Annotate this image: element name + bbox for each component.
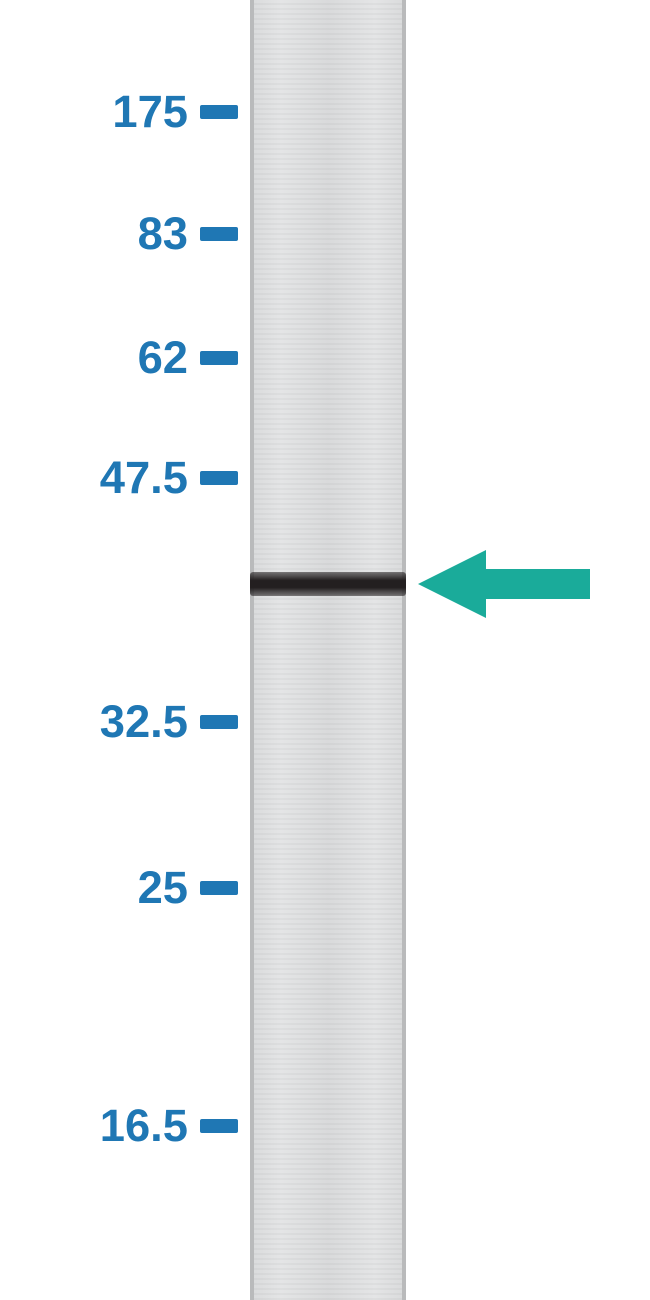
protein-band <box>250 572 406 596</box>
mw-tick <box>200 1119 238 1133</box>
arrow-left-icon <box>418 550 590 618</box>
mw-label: 83 <box>138 211 188 256</box>
mw-tick <box>200 105 238 119</box>
mw-label: 25 <box>138 865 188 910</box>
mw-tick <box>200 715 238 729</box>
mw-label: 32.5 <box>100 699 188 744</box>
mw-label: 16.5 <box>100 1103 188 1148</box>
mw-label: 62 <box>138 335 188 380</box>
mw-label: 47.5 <box>100 455 188 500</box>
blot-lane <box>250 0 406 1300</box>
mw-tick <box>200 227 238 241</box>
western-blot-figure: 175 83 62 47.5 32.5 25 16.5 <box>0 0 650 1300</box>
target-band-arrow <box>418 550 590 618</box>
mw-tick <box>200 471 238 485</box>
mw-tick <box>200 881 238 895</box>
mw-tick <box>200 351 238 365</box>
mw-label: 175 <box>112 89 188 134</box>
